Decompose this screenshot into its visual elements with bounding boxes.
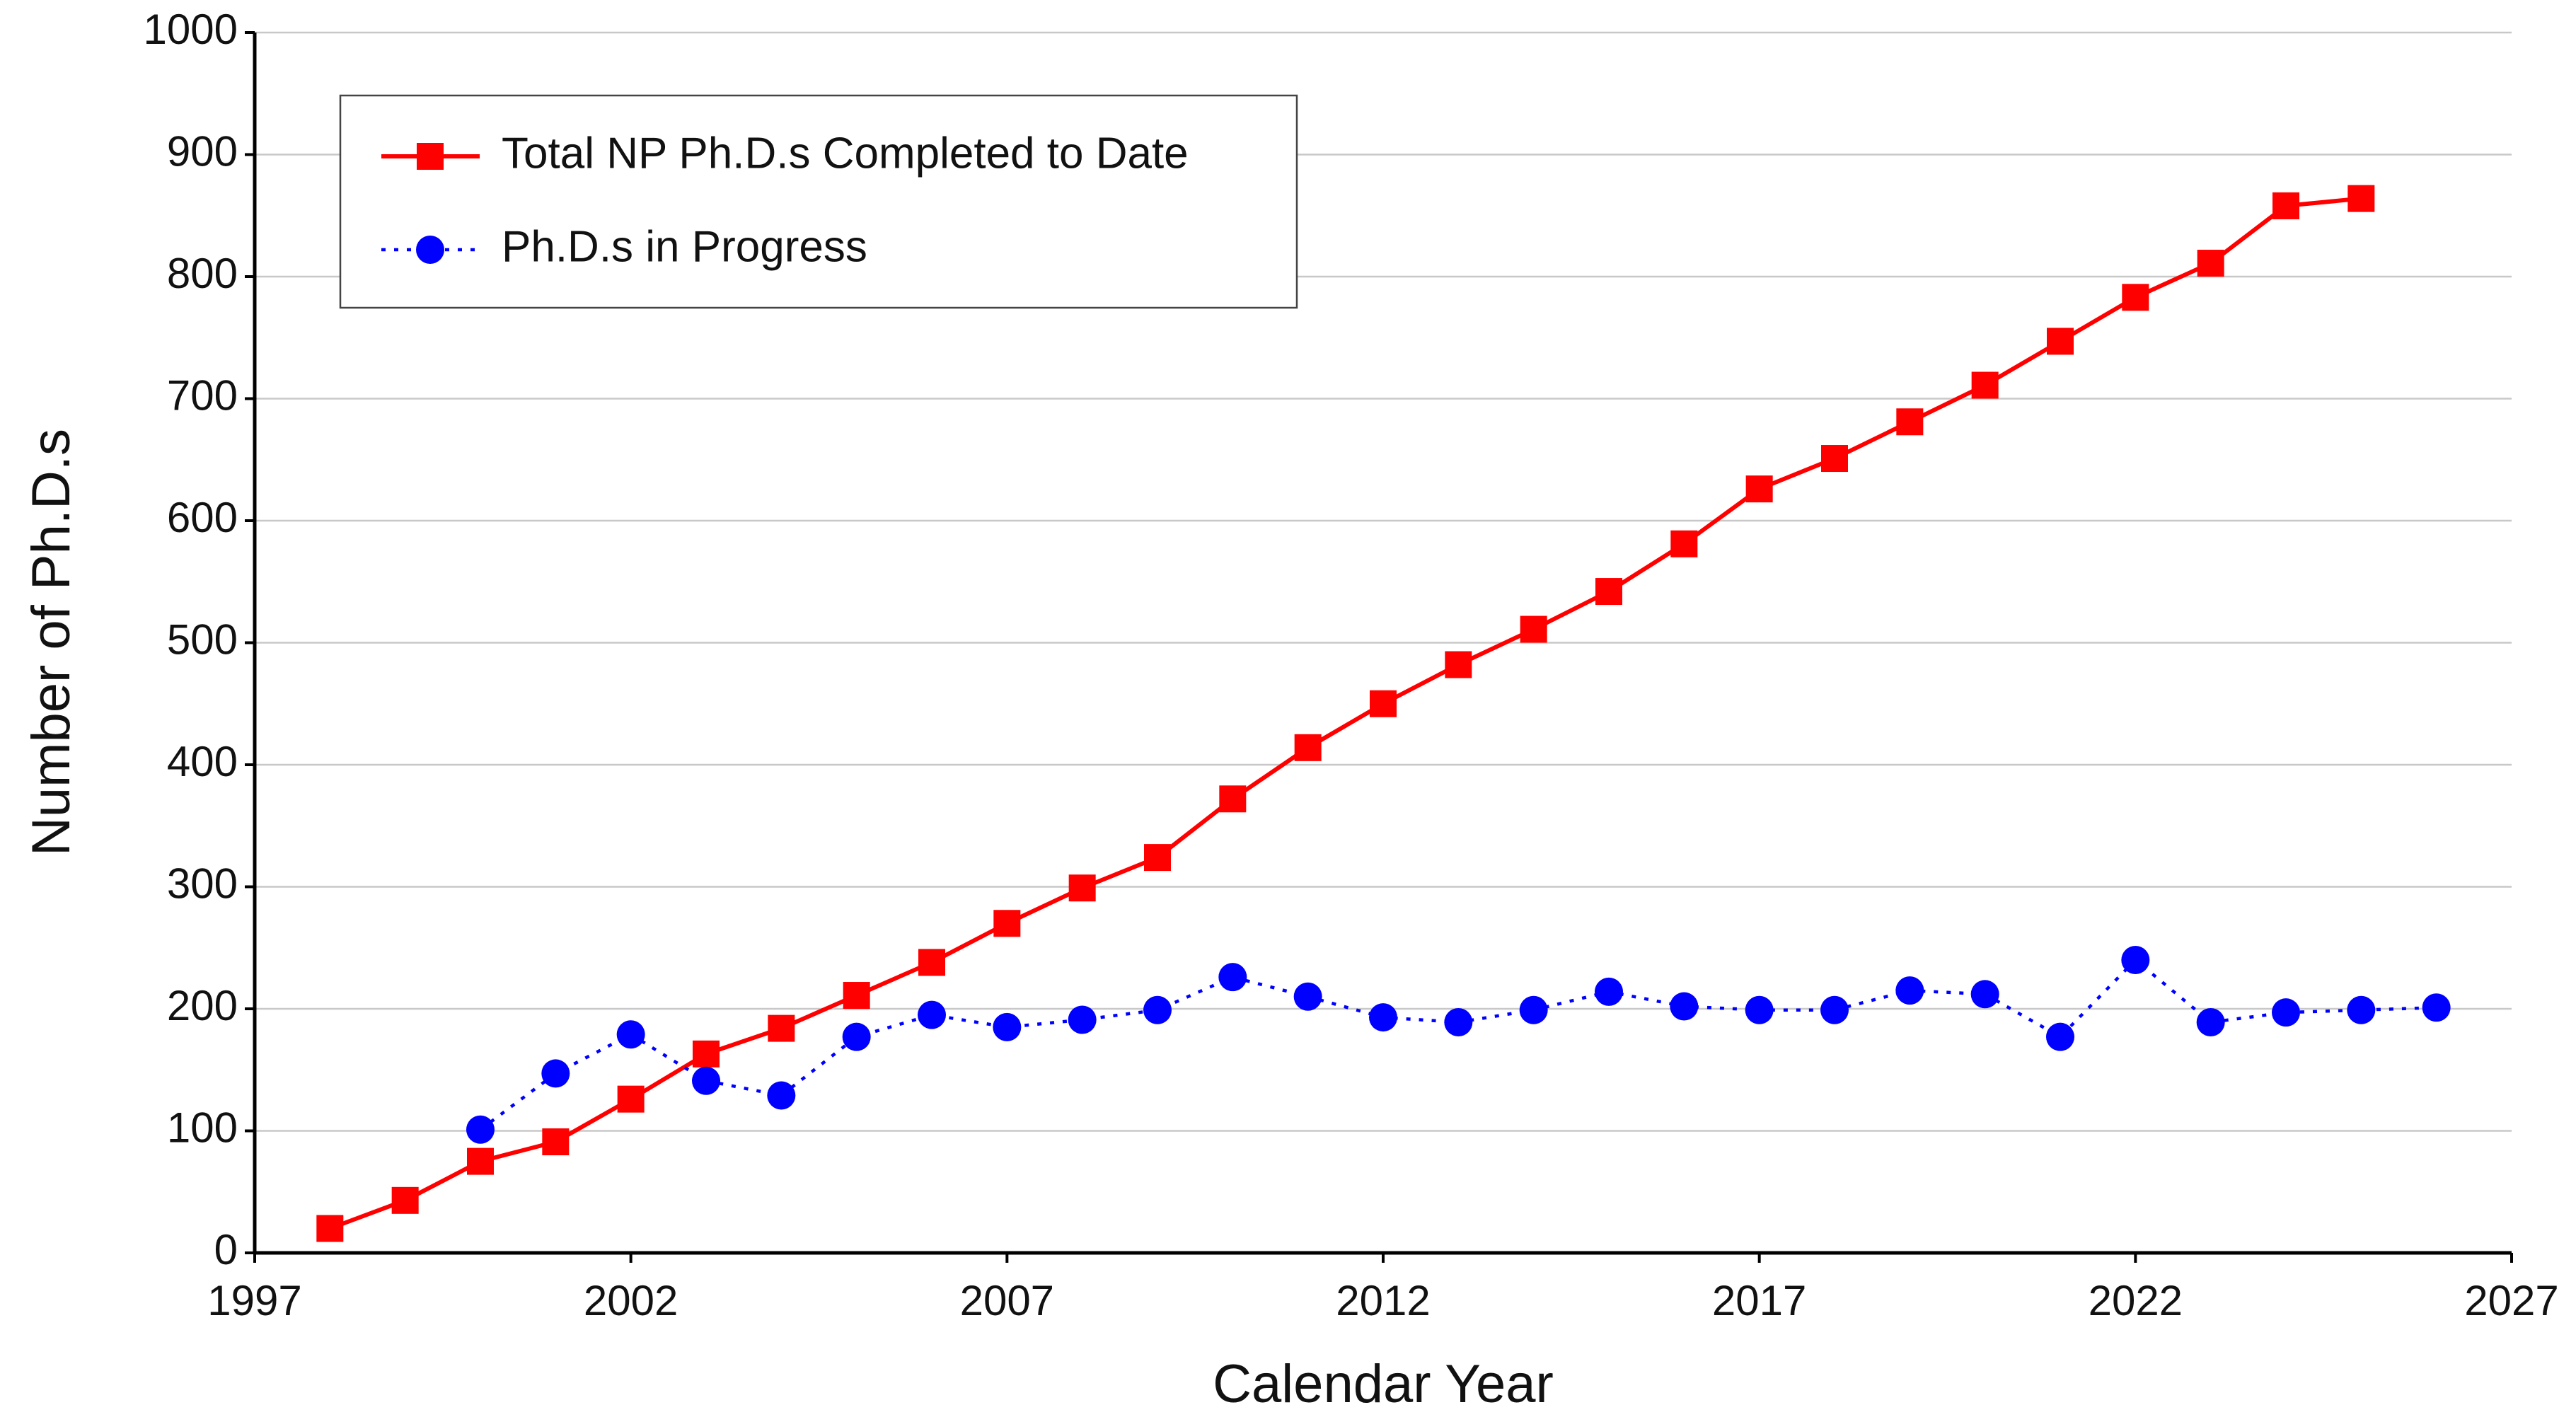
legend: Total NP Ph.D.s Completed to Date Ph.D.s …: [339, 94, 1298, 309]
y-axis-title: Number of Ph.D.s: [21, 429, 81, 856]
y-tick-label: 800: [167, 250, 238, 297]
marker: [1670, 530, 1698, 557]
y-tick-label: 500: [167, 615, 238, 663]
marker: [2196, 1007, 2225, 1036]
marker: [993, 1012, 1022, 1041]
marker: [1519, 995, 1548, 1024]
series-line: [329, 196, 2362, 1231]
marker: [1294, 734, 1322, 761]
marker: [1745, 475, 1773, 503]
x-tick-label: 2007: [960, 1277, 1054, 1324]
legend-marker: [416, 236, 444, 264]
marker: [1820, 995, 1849, 1024]
marker: [918, 949, 945, 976]
marker: [542, 1128, 570, 1156]
marker: [1971, 371, 1999, 399]
marker: [2272, 192, 2299, 219]
y-tick-label: 600: [167, 494, 238, 541]
marker: [1218, 963, 1247, 992]
marker: [1370, 690, 1397, 717]
marker: [1520, 615, 1547, 643]
marker: [1369, 1003, 1397, 1032]
x-tick-label: 2027: [2464, 1277, 2558, 1324]
marker: [1293, 982, 1322, 1011]
legend-label: Total NP Ph.D.s Completed to Date: [502, 129, 1189, 178]
marker: [1144, 844, 1171, 872]
marker: [842, 1022, 871, 1051]
y-tick-label: 300: [167, 860, 238, 907]
x-tick-label: 2012: [1336, 1277, 1430, 1324]
marker: [1895, 976, 1924, 1005]
marker: [467, 1147, 494, 1175]
marker: [617, 1085, 645, 1113]
y-tick-label: 1000: [144, 6, 238, 53]
marker: [2272, 998, 2300, 1027]
marker: [2046, 1022, 2074, 1051]
marker: [918, 1000, 946, 1029]
legend-box: [339, 94, 1298, 309]
marker: [2422, 993, 2451, 1022]
marker: [993, 910, 1021, 937]
marker: [391, 1186, 419, 1214]
plot-area: [316, 185, 2451, 1242]
marker: [1445, 651, 1472, 678]
marker: [2197, 250, 2224, 277]
y-tick-label: 100: [167, 1104, 238, 1151]
marker: [1444, 1007, 1473, 1036]
legend-label: Ph.D.s in Progress: [502, 222, 867, 271]
marker: [1595, 578, 1622, 606]
marker: [1068, 1005, 1097, 1034]
marker: [2347, 185, 2375, 212]
marker: [1068, 874, 1096, 902]
marker: [2121, 946, 2150, 974]
x-tick-label: 2002: [584, 1277, 678, 1324]
marker: [767, 1081, 796, 1110]
marker: [1821, 445, 1848, 473]
x-tick-label: 2017: [1712, 1277, 1806, 1324]
y-tick-label: 400: [167, 738, 238, 785]
marker: [1670, 992, 1699, 1021]
y-tick-label: 900: [167, 127, 238, 175]
marker: [1970, 980, 1999, 1009]
x-axis-title: Calendar Year: [1213, 1354, 1554, 1414]
marker: [466, 1115, 495, 1144]
marker: [843, 982, 870, 1010]
marker: [768, 1014, 795, 1042]
marker: [693, 1040, 720, 1068]
y-tick-label: 700: [167, 371, 238, 419]
legend-marker: [417, 143, 444, 170]
marker: [541, 1059, 570, 1088]
marker: [1219, 785, 1247, 813]
y-tick-label: 0: [214, 1226, 238, 1273]
marker: [1595, 977, 1623, 1006]
y-tick-label: 200: [167, 982, 238, 1029]
marker: [2122, 284, 2149, 311]
grid: [255, 31, 2512, 1254]
marker: [1896, 408, 1924, 436]
marker: [2347, 995, 2376, 1024]
x-tick-label: 1997: [207, 1277, 301, 1324]
marker: [2047, 328, 2074, 355]
marker: [1143, 995, 1172, 1024]
marker: [692, 1066, 720, 1095]
marker: [1745, 995, 1774, 1024]
marker: [316, 1215, 344, 1242]
marker: [616, 1020, 645, 1049]
x-tick-label: 2022: [2089, 1277, 2183, 1324]
